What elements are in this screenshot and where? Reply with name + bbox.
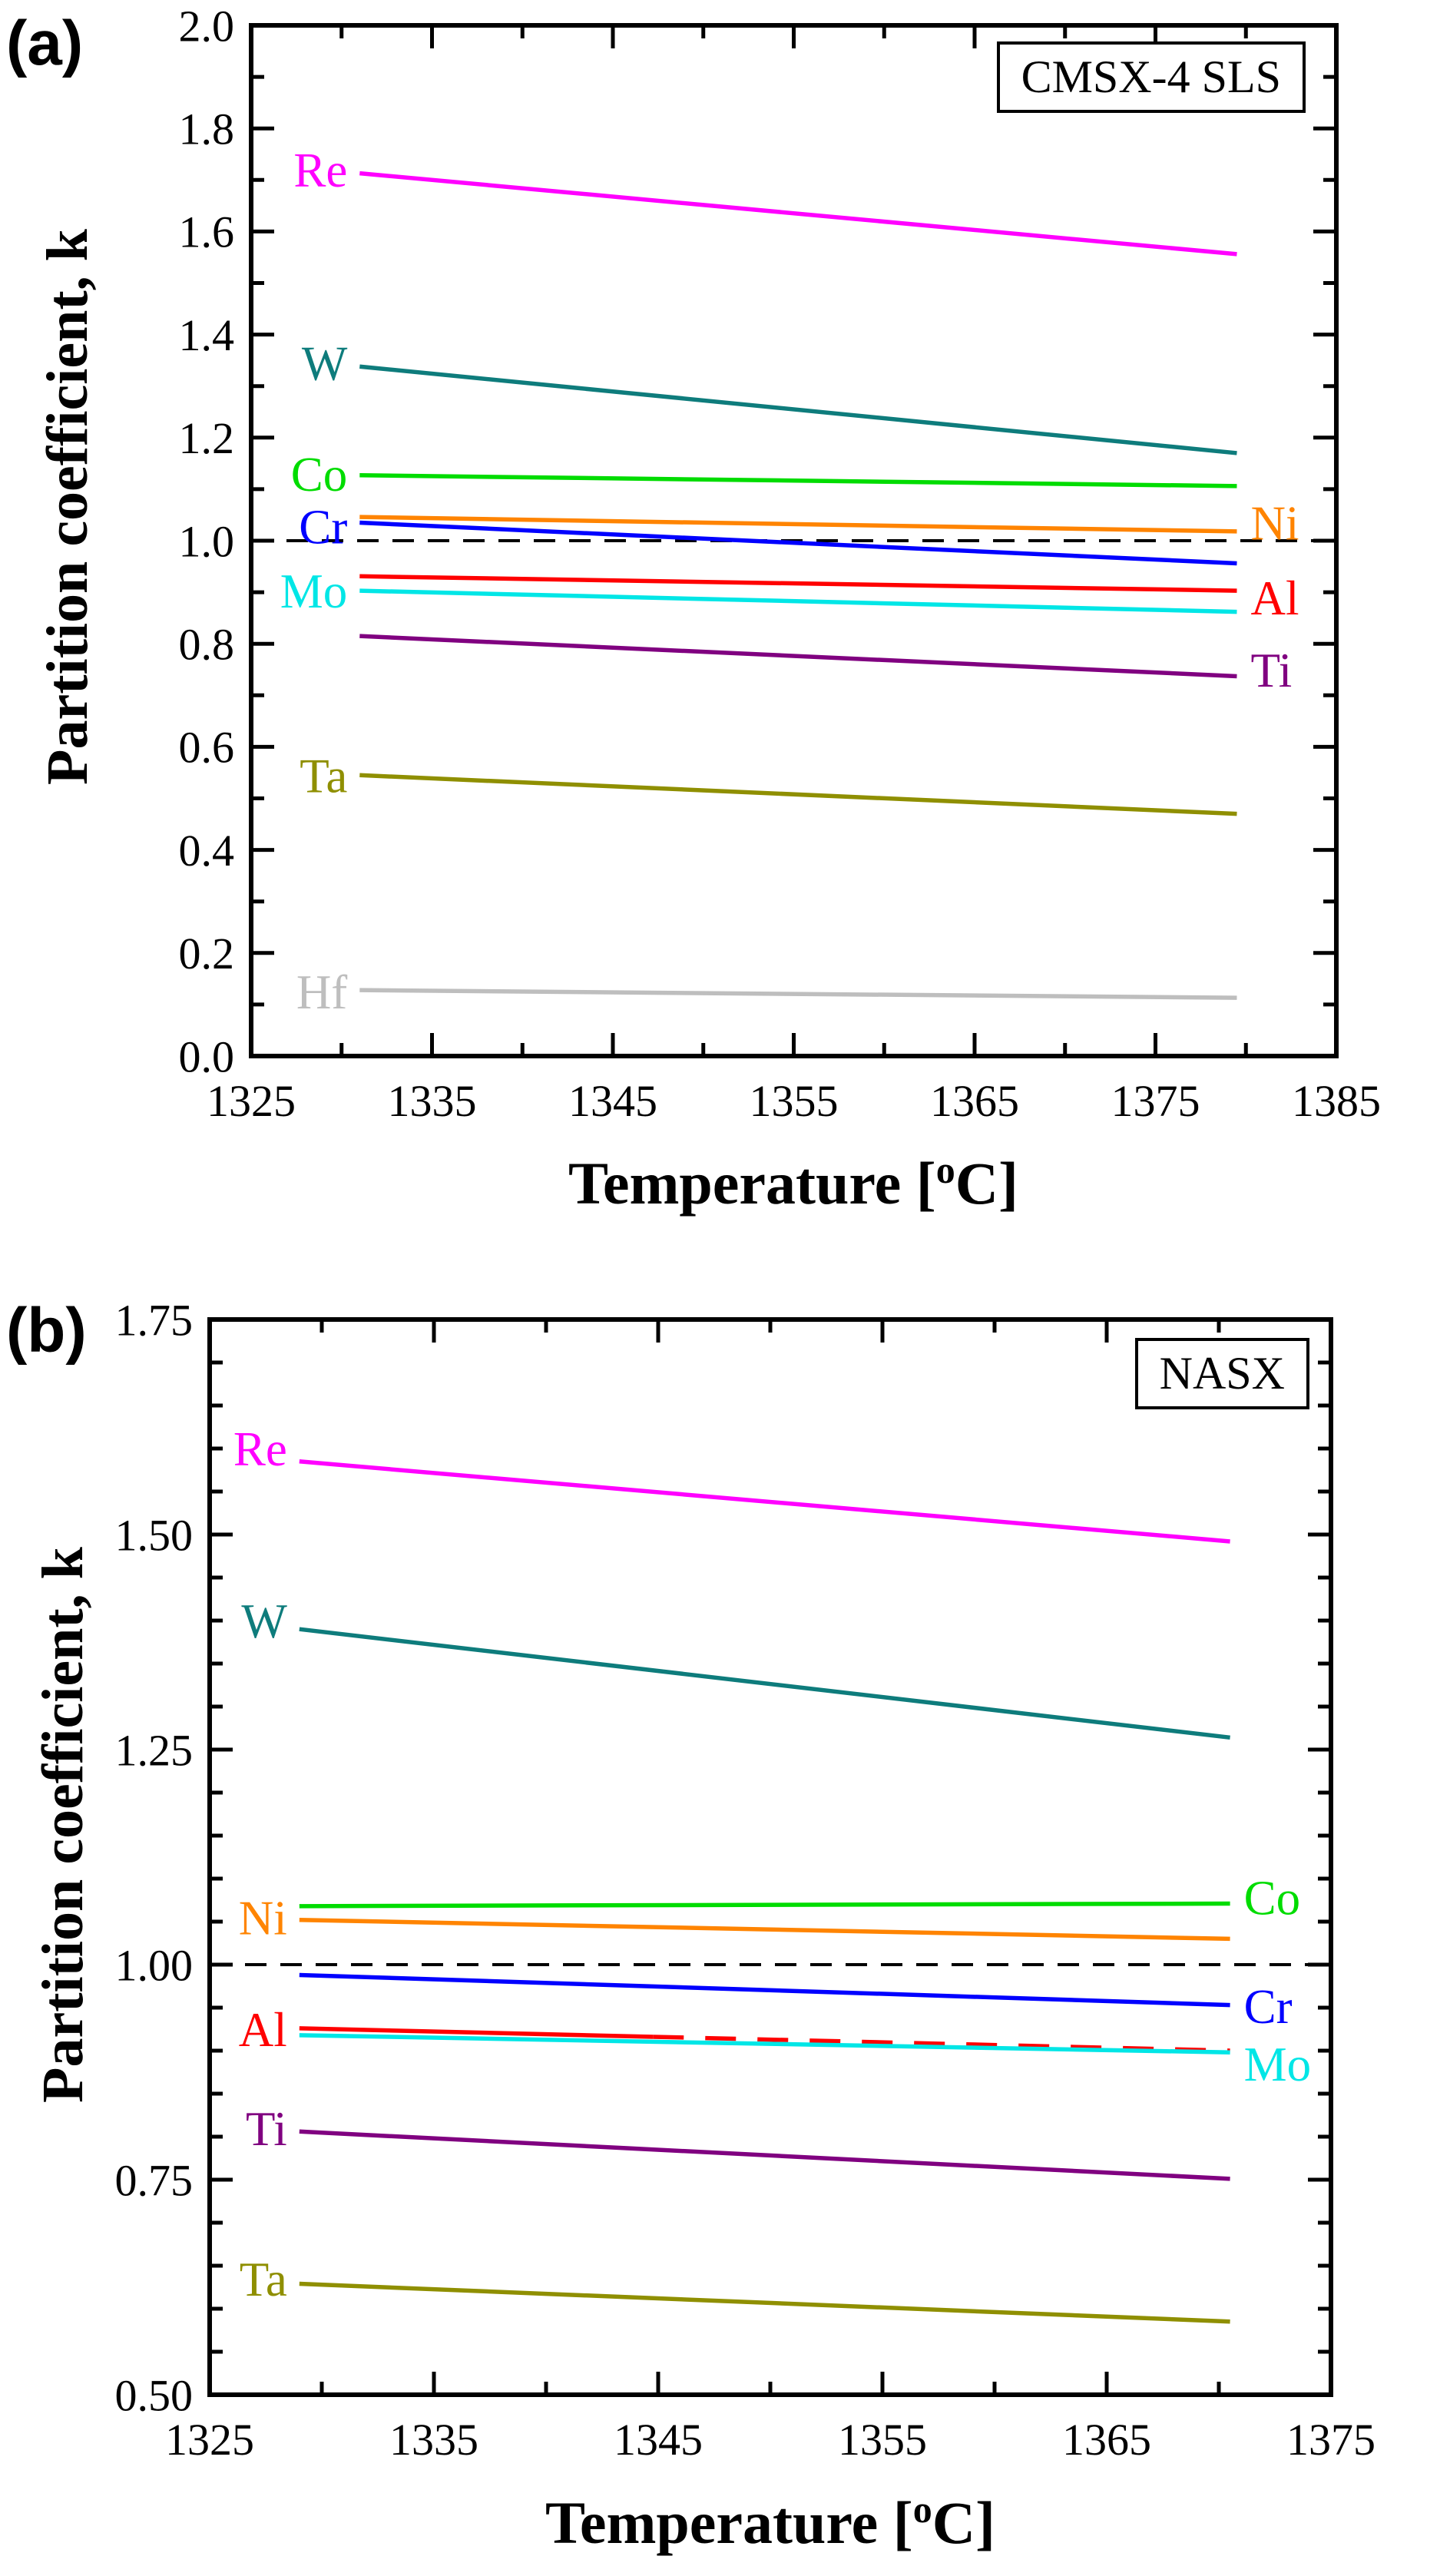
panel-b-y-tick-label: 1.50 xyxy=(115,1510,194,1560)
panel-b-y-tick-label: 1.25 xyxy=(115,1725,194,1775)
panel-a-series-label-Co: Co xyxy=(291,448,348,502)
panel-b-series-label-W: W xyxy=(241,1594,287,1648)
panel-b-x-tick-label: 1375 xyxy=(1286,2415,1376,2465)
panel-b-y-tick-label: 1.75 xyxy=(115,1295,194,1345)
panel-a-series-line-Hf xyxy=(359,988,1237,1000)
panel-a-series-label-Hf: Hf xyxy=(296,965,347,1019)
panel-b-series-label-Mo: Mo xyxy=(1244,2038,1312,2091)
panel-a-x-tick-label: 1385 xyxy=(1292,1076,1381,1126)
panel-a-y-axis-title: Partition coefficient, k xyxy=(35,229,100,785)
panel-a-series-label-W: W xyxy=(302,337,348,391)
panel-b-series-line-Re xyxy=(299,1459,1230,1544)
panel-b-series-label-Ti: Ti xyxy=(246,2102,287,2156)
panel-b-x-title-prefix: Temperature [ xyxy=(545,2489,913,2556)
panel-a-series-label-Ni: Ni xyxy=(1250,497,1299,551)
panel-a-y-tick-label: 0.8 xyxy=(179,620,235,670)
panel-b-y-tick-label: 0.50 xyxy=(115,2370,194,2420)
panel-b-series-line-Co xyxy=(299,1901,1230,1909)
panel-b-x-title-degree: o xyxy=(912,2488,932,2531)
panel-b-x-tick-label: 1335 xyxy=(389,2415,478,2465)
panel-b-series-label-Al: Al xyxy=(239,2003,287,2057)
panel-a-series-line-W xyxy=(359,364,1237,455)
panel-b-x-tick-label: 1325 xyxy=(165,2415,254,2465)
panel-a-series-line-Ni xyxy=(359,515,1237,534)
panel-a-series-label-Ta: Ta xyxy=(300,749,347,803)
panel-a-x-tick-label: 1345 xyxy=(568,1076,657,1126)
panel-a-x-tick-label: 1355 xyxy=(750,1076,839,1126)
panel-b-series-label-Cr: Cr xyxy=(1244,1980,1293,2034)
panel-b-x-tick-label: 1355 xyxy=(838,2415,927,2465)
panel-a-x-tick-label: 1375 xyxy=(1111,1076,1200,1126)
panel-a-y-tick-label: 1.6 xyxy=(179,207,235,257)
panel-a-series-label-Ti: Ti xyxy=(1250,644,1292,697)
panel-a-series-label-Re: Re xyxy=(293,144,347,197)
panel-b-series-line-Al-dashed xyxy=(653,2035,1230,2053)
panel-b-y-axis-title: Partition coefficient, k xyxy=(31,1547,95,2103)
panel-b-x-tick-label: 1345 xyxy=(614,2415,703,2465)
panel-a-y-tick-label: 2.0 xyxy=(179,1,235,51)
panel-b-series-line-Mo xyxy=(299,2033,1230,2055)
panel-a-series-line-Ta xyxy=(359,773,1237,816)
panel-b-series-line-Ta xyxy=(299,2281,1230,2324)
panel-a-x-tick-label: 1365 xyxy=(930,1076,1019,1126)
panel-a-alloy-label: CMSX-4 SLS xyxy=(996,41,1306,113)
panel-a-series-line-Mo xyxy=(359,588,1237,614)
panel-a-series-line-Ti xyxy=(359,634,1237,679)
panel-b-series-line-W xyxy=(299,1627,1230,1740)
panel-b-series-line-Ti xyxy=(299,2129,1230,2181)
panel-a-x-axis-title: Temperature [oC] xyxy=(568,1151,1018,1214)
panel-a-y-tick-label: 0.0 xyxy=(179,1031,235,1081)
panel-a-x-title-suffix: C] xyxy=(955,1150,1019,1217)
panel-a-y-tick-label: 1.8 xyxy=(179,104,235,154)
panel-a-y-tick-label: 1.0 xyxy=(179,516,235,566)
panel-a-x-tick-label: 1335 xyxy=(388,1076,477,1126)
panel-b-letter: (b) xyxy=(6,1296,87,1366)
panel-a-series-label-Mo: Mo xyxy=(280,565,348,618)
panel-a-y-tick-label: 0.4 xyxy=(179,826,235,876)
panel-b-y-tick-label: 1.00 xyxy=(115,1940,194,1990)
panel-b-y-tick-label: 0.75 xyxy=(115,2155,194,2205)
panel-a-x-title-degree: o xyxy=(935,1148,955,1191)
panel-b-series-label-Re: Re xyxy=(233,1422,287,1476)
panel-b-series-label-Ni: Ni xyxy=(239,1891,287,1945)
panel-a-series-label-Cr: Cr xyxy=(299,500,347,554)
panel-b-series-line-Ni xyxy=(299,1918,1230,1942)
panel-b-x-axis-title: Temperature [oC] xyxy=(545,2490,995,2553)
panel-a-series-line-Co xyxy=(359,473,1237,488)
panel-a-x-title-prefix: Temperature [ xyxy=(568,1150,936,1217)
panel-b-frame xyxy=(207,1317,1333,2397)
panel-b-x-title-suffix: C] xyxy=(932,2489,996,2556)
panel-b-alloy-label: NASX xyxy=(1134,1338,1309,1409)
panel-b-x-tick-label: 1365 xyxy=(1062,2415,1151,2465)
panel-a-y-tick-label: 1.4 xyxy=(179,310,235,360)
panel-b-series-line-Cr xyxy=(299,1972,1230,2008)
panel-a-y-tick-label: 1.2 xyxy=(179,413,235,463)
panel-a-y-tick-label: 0.6 xyxy=(179,723,235,773)
panel-a-series-line-Re xyxy=(359,171,1237,257)
panel-a-series-line-Al xyxy=(359,574,1237,593)
panel-a-series-line-Cr xyxy=(359,520,1237,566)
panel-b-series-line-Al xyxy=(299,2026,654,2039)
panel-a-y-tick-label: 0.2 xyxy=(179,929,235,978)
panel-a-x-tick-label: 1325 xyxy=(207,1076,296,1126)
panel-b-series-label-Ta: Ta xyxy=(240,2253,287,2306)
panel-b-series-label-Co: Co xyxy=(1244,1872,1301,1925)
panel-a-series-label-Al: Al xyxy=(1250,571,1299,625)
panel-a-letter: (a) xyxy=(6,8,84,78)
